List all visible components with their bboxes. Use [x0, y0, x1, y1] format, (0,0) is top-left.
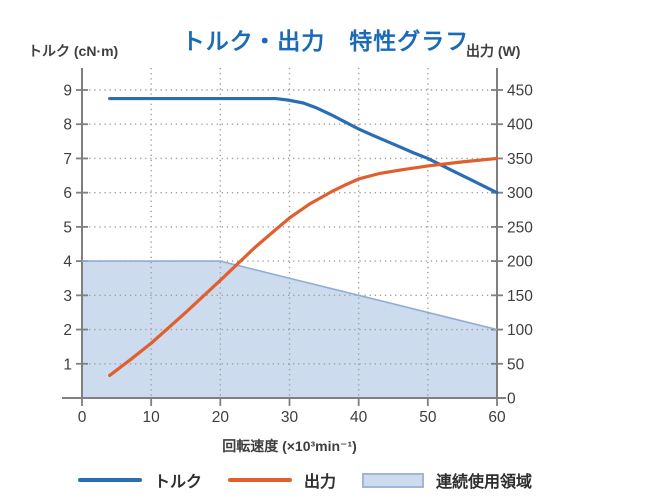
y-left-tick-label: 5 — [63, 219, 72, 236]
y-right-tick-label: 100 — [507, 322, 533, 339]
region-area-swatch — [362, 472, 425, 488]
y-left-tick-label: 1 — [63, 356, 72, 373]
y-right-tick-label: 150 — [507, 288, 533, 305]
y-right-tick-label: 250 — [507, 219, 533, 236]
series-torque — [108, 96, 499, 195]
legend-label-output: 出力 — [304, 474, 337, 491]
y-right-tick-label: 50 — [507, 356, 525, 373]
y-left-tick-label: 6 — [63, 185, 72, 202]
x-axis-title: 回転速度 (×10³min⁻¹) — [222, 438, 357, 454]
x-tick-label: 50 — [419, 409, 437, 426]
x-tick-label: 0 — [78, 409, 87, 426]
legend-item-output: 出力 — [228, 468, 336, 492]
y-right-tick-label: 350 — [507, 151, 533, 168]
y-left-tick-label: 4 — [63, 254, 72, 271]
y-right-axis-unit-label: 出力 (W) — [466, 43, 521, 59]
y-left-tick-label: 3 — [63, 288, 72, 305]
y-right-tick-label: 400 — [507, 117, 533, 134]
region-continuous-use — [82, 261, 497, 398]
y-right-tick-label: 300 — [507, 185, 533, 202]
y-left-tick-label: 7 — [63, 151, 72, 168]
y-left-tick-label: 8 — [63, 117, 72, 134]
legend-item-torque: トルク — [78, 468, 202, 492]
y-right-tick-label: 0 — [507, 391, 516, 408]
x-tick-label: 10 — [143, 409, 161, 426]
legend-label-torque: トルク — [154, 474, 203, 491]
x-tick-label: 60 — [488, 409, 506, 426]
x-tick-label: 30 — [281, 409, 299, 426]
y-left-axis-unit-label: トルク (cN·m) — [28, 43, 119, 59]
y-left-tick-label: 9 — [63, 83, 72, 100]
torque-line-swatch — [78, 478, 142, 482]
legend-item-region: 連続使用領域 — [362, 468, 532, 492]
x-tick-label: 40 — [350, 409, 368, 426]
chart-title: トルク・出力 特性グラフ — [181, 28, 470, 54]
series-output — [108, 156, 499, 378]
y-right-tick-label: 200 — [507, 254, 533, 271]
x-tick-label: 20 — [212, 409, 230, 426]
y-left-tick-label: 2 — [63, 322, 72, 339]
region-top-border — [82, 260, 498, 331]
legend-label-region: 連続使用領域 — [436, 474, 533, 491]
output-line-swatch — [228, 478, 293, 482]
y-right-tick-label: 450 — [507, 83, 533, 100]
legend: トルク 出力 連続使用領域 — [78, 468, 532, 492]
